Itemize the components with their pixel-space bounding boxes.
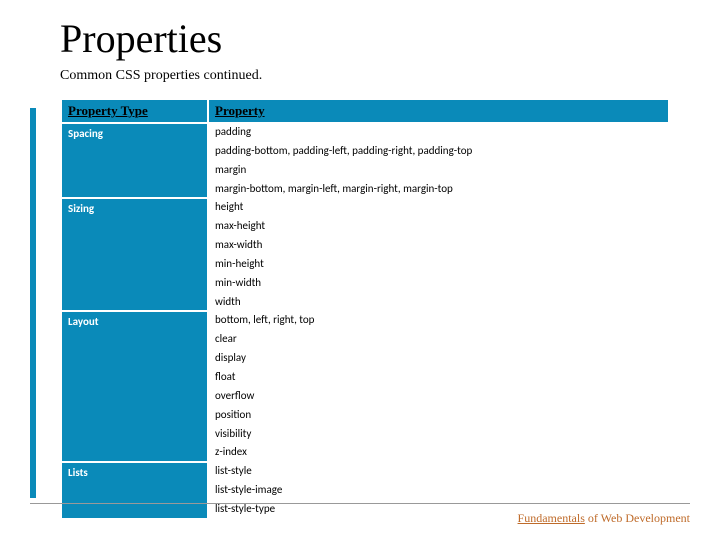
footer-underlined: Fundamentals <box>518 511 585 525</box>
type-cell: Lists <box>62 463 207 518</box>
footer-divider <box>30 503 690 504</box>
property-cell: min-height <box>209 256 668 273</box>
type-cell: Spacing <box>62 124 207 197</box>
property-cell: z-index <box>209 444 668 461</box>
property-cell: max-width <box>209 237 668 254</box>
slide: Properties Common CSS properties continu… <box>0 0 720 540</box>
properties-table: Property Type Property Spacingpaddingpad… <box>60 98 670 520</box>
property-cell: float <box>209 369 668 386</box>
footer-rest: of Web Development <box>585 511 690 525</box>
property-cell: margin <box>209 162 668 179</box>
property-cell: visibility <box>209 426 668 443</box>
property-cell: list-style-image <box>209 482 668 499</box>
page-subtitle: Common CSS properties continued. <box>60 68 690 84</box>
property-cell: display <box>209 350 668 367</box>
table-row: Sizingheight <box>62 199 668 216</box>
header-property-type: Property Type <box>62 100 207 122</box>
property-cell: clear <box>209 331 668 348</box>
property-cell: padding-bottom, padding-left, padding-ri… <box>209 143 668 160</box>
accent-bar <box>30 108 36 498</box>
property-cell: min-width <box>209 275 668 292</box>
table-row: Listslist-style <box>62 463 668 480</box>
header-property: Property <box>209 100 668 122</box>
property-cell: position <box>209 407 668 424</box>
property-cell: height <box>209 199 668 216</box>
type-cell: Sizing <box>62 199 207 310</box>
property-cell: max-height <box>209 218 668 235</box>
property-cell: overflow <box>209 388 668 405</box>
table-header-row: Property Type Property <box>62 100 668 122</box>
property-cell: bottom, left, right, top <box>209 312 668 329</box>
table-row: Spacingpadding <box>62 124 668 141</box>
property-cell: width <box>209 294 668 311</box>
property-cell: margin-bottom, margin-left, margin-right… <box>209 181 668 198</box>
footer-text: Fundamentals of Web Development <box>518 511 690 526</box>
table-row: Layoutbottom, left, right, top <box>62 312 668 329</box>
property-cell: padding <box>209 124 668 141</box>
property-cell: list-style <box>209 463 668 480</box>
type-cell: Layout <box>62 312 207 461</box>
page-title: Properties <box>60 15 690 62</box>
